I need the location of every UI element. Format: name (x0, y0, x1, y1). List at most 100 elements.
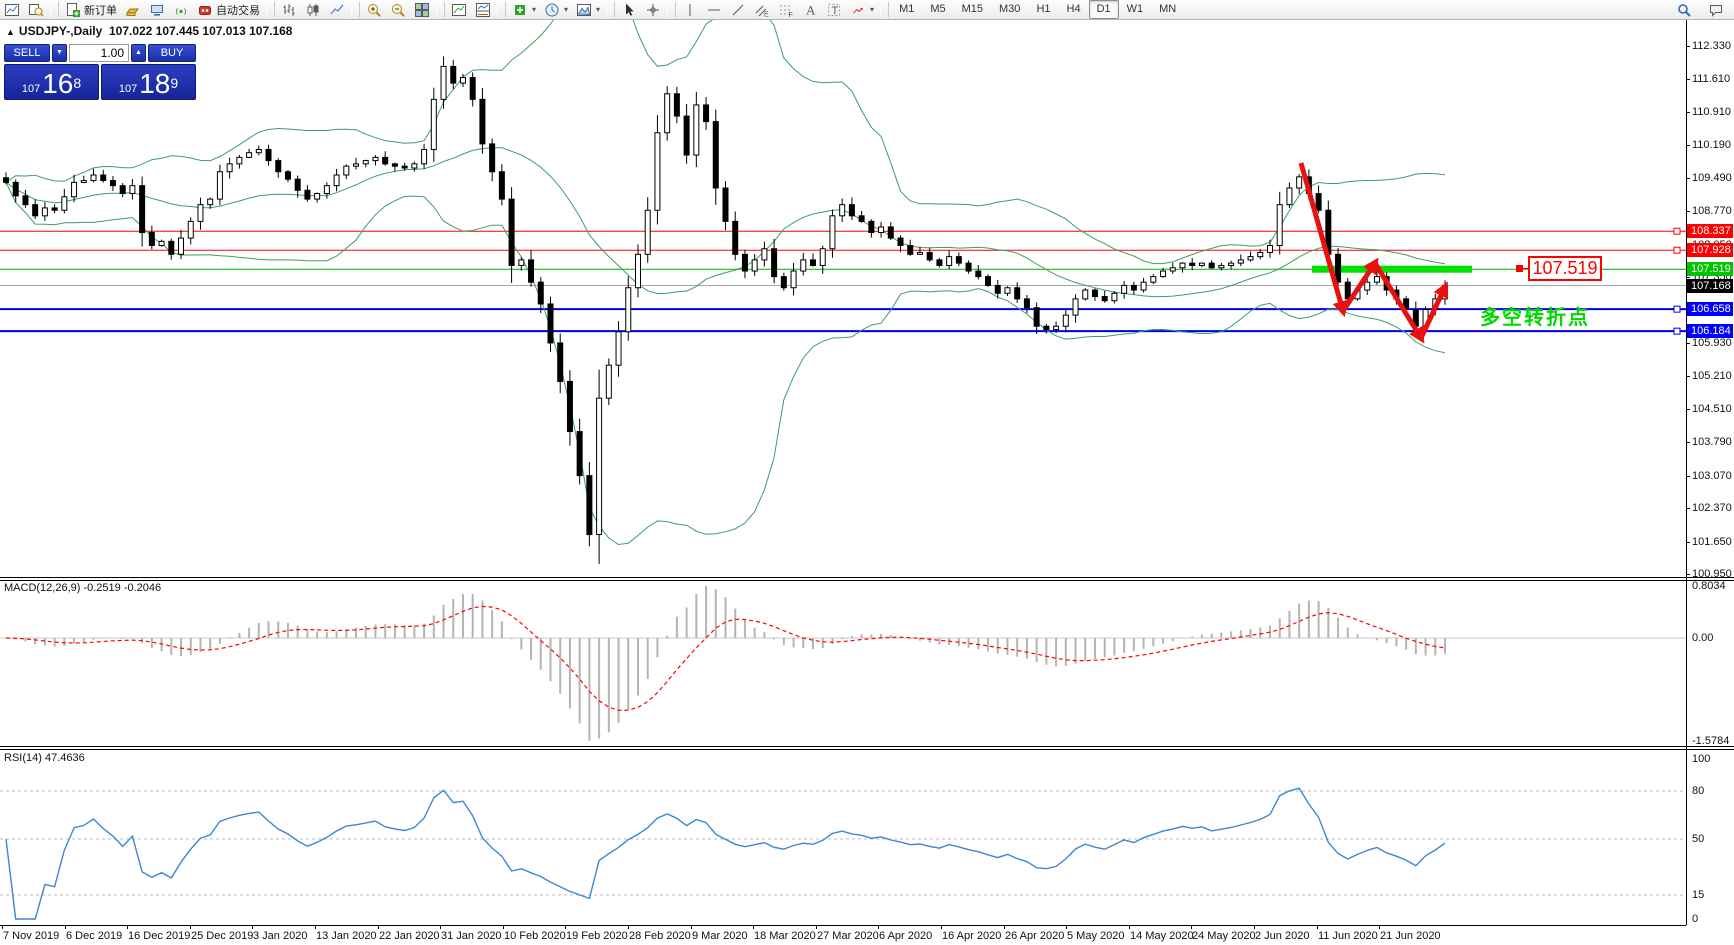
timeframe-m30-button[interactable]: M30 (999, 3, 1021, 15)
buy-button[interactable]: BUY (148, 44, 196, 62)
candle-bullish (946, 256, 953, 266)
arrows-button[interactable]: ▾ (846, 0, 878, 19)
volume-input[interactable]: 1.00 (69, 44, 129, 62)
timeframe-h4-button[interactable]: H4 (1066, 3, 1081, 15)
crosshair-button[interactable] (641, 0, 665, 19)
candle-bearish (450, 65, 457, 84)
symbol-period-label: USDJPY-,Daily (18, 24, 103, 38)
timeframe-d1-button[interactable]: D1 (1088, 0, 1119, 19)
timeframe-h1-button[interactable]: H1 (1036, 3, 1051, 15)
collapse-triangle-icon[interactable]: ▲ (6, 27, 15, 37)
candles-button[interactable] (301, 0, 325, 19)
hline-button[interactable] (702, 0, 726, 19)
sell-price-pips: 16 (42, 68, 74, 99)
chevron-down-icon[interactable]: ▾ (564, 5, 569, 14)
text-label-button[interactable]: T (822, 0, 846, 19)
text-button[interactable]: A (798, 0, 822, 19)
candle-bearish (22, 195, 29, 206)
terminal-button[interactable] (145, 0, 169, 19)
chart-window-button[interactable] (0, 0, 24, 19)
candle-bullish (1053, 325, 1060, 330)
macd-axis-label: 0.00 (1692, 632, 1714, 644)
svg-text:T: T (832, 5, 839, 17)
candle-bullish (430, 98, 437, 150)
zoom-in-button[interactable] (362, 0, 386, 19)
sell-quote-button[interactable]: 107 16 8 (4, 64, 99, 100)
candle-bullish (411, 163, 418, 169)
ohlc-readout: 107.022 107.445 107.013 107.168 (108, 24, 293, 38)
candle-bearish (382, 156, 389, 165)
time-axis[interactable]: 7 Nov 2019 6 Dec 2019 16 Dec 2019 25 Dec 20… (0, 925, 1686, 945)
rsi-axis-label: 80 (1692, 785, 1705, 797)
tile-windows-button[interactable] (410, 0, 434, 19)
sell-price-point: 8 (73, 75, 82, 91)
text-label-icon: T (828, 3, 841, 17)
trend-zigzag-arrows[interactable] (1298, 162, 1449, 344)
volume-decrease-button[interactable]: ▼ (52, 44, 67, 62)
candle-bullish (1257, 251, 1264, 258)
cursor-button[interactable] (617, 0, 641, 19)
trendline-button[interactable] (726, 0, 750, 19)
line-handle[interactable] (1673, 327, 1681, 335)
sell-button[interactable]: SELL (4, 44, 50, 62)
price-tick (1686, 145, 1690, 146)
candle-bullish (61, 196, 68, 211)
line-button[interactable] (325, 0, 349, 19)
volume-increase-button[interactable]: ▲ (131, 44, 146, 62)
chevron-down-icon[interactable]: ▾ (870, 5, 875, 14)
bars-button[interactable] (277, 0, 301, 19)
timeframe-m15-button[interactable]: M15 (961, 3, 984, 15)
candle-bullish (158, 240, 165, 247)
candle-bullish (751, 259, 758, 272)
zoom-out-button[interactable] (386, 0, 410, 19)
line-handle[interactable] (1673, 227, 1681, 235)
candle-bearish (722, 187, 729, 222)
svg-text:F: F (789, 12, 793, 18)
candle-bullish (615, 331, 622, 366)
timeframe-w1-button[interactable]: W1 (1126, 3, 1144, 15)
channel-button[interactable]: E (750, 0, 774, 19)
buy-quote-button[interactable]: 107 18 9 (101, 64, 196, 100)
price-label-anchor[interactable] (1516, 265, 1523, 272)
templates-button[interactable]: ▾ (572, 0, 604, 19)
new-order-button[interactable]: 新订单 (61, 0, 121, 19)
date-tick (378, 925, 379, 929)
indicator-window-button[interactable] (471, 0, 495, 19)
panel-separator[interactable] (0, 746, 1734, 747)
chevron-down-icon[interactable]: ▾ (532, 5, 537, 14)
panel-separator[interactable] (0, 577, 1734, 578)
vline-button[interactable] (678, 0, 702, 19)
timeframe-mn-button[interactable]: MN (1159, 3, 1177, 15)
candle-bullish (654, 132, 661, 211)
timeframe-m5-button[interactable]: M5 (930, 3, 946, 15)
market-button[interactable] (121, 0, 145, 19)
price-tick (1686, 476, 1690, 477)
periods-button[interactable]: ▾ (540, 0, 572, 19)
date-tick (252, 925, 253, 929)
signals-button[interactable] (169, 0, 193, 19)
price-axis[interactable]: 112.330 111.610 110.910 110.190 109.490 108.7… (1686, 0, 1734, 945)
candle-bullish (459, 77, 466, 84)
fibonacci-button[interactable]: F (774, 0, 798, 19)
chevron-down-icon[interactable]: ▾ (596, 5, 601, 14)
candle-bearish (1043, 325, 1050, 330)
add-indicator-button[interactable]: ▾ (508, 0, 540, 19)
timeframe-m1-button[interactable]: M1 (899, 3, 915, 15)
indicator-list-button[interactable] (447, 0, 471, 19)
line-handle[interactable] (1673, 305, 1681, 313)
search-button[interactable] (1672, 0, 1696, 19)
date-tick (1129, 925, 1130, 929)
line-handle[interactable] (1673, 246, 1681, 254)
price-callout-label[interactable]: 107.519 (1528, 256, 1602, 281)
market-watch-button[interactable] (24, 0, 48, 19)
price-tick-label: 103.070 (1692, 470, 1732, 482)
chat-button[interactable] (1704, 0, 1728, 19)
trendline-icon (732, 4, 744, 15)
turning-point-note[interactable]: 多空转折点 (1480, 307, 1590, 329)
candle-bullish (790, 270, 797, 289)
autotrading-button[interactable]: 自动交易 (193, 0, 264, 19)
candle-bearish (926, 251, 933, 261)
macd-readout: MACD(12,26,9) -0.2519 -0.2046 (4, 582, 162, 594)
support-zone-bar[interactable] (1312, 265, 1472, 273)
candle-bearish (936, 259, 943, 266)
